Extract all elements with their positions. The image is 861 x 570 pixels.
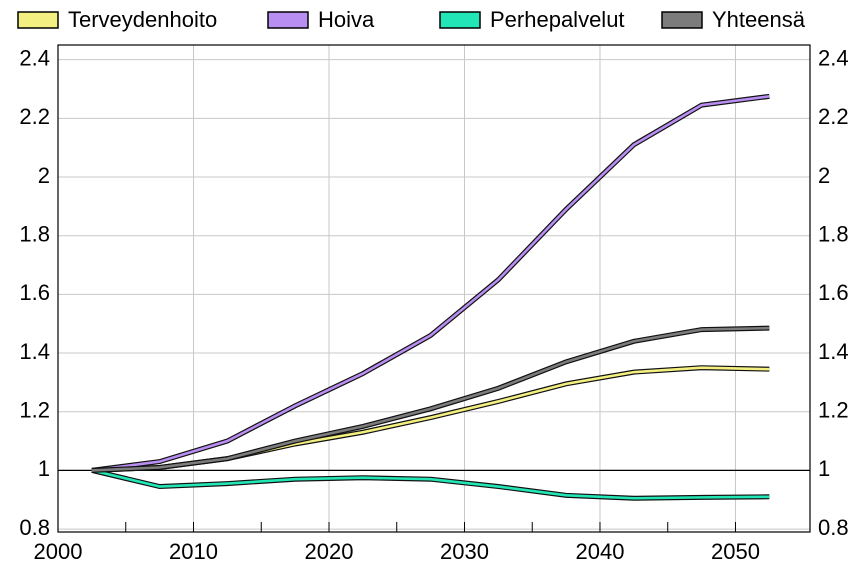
legend-label: Terveydenhoito bbox=[68, 7, 217, 32]
legend-swatch bbox=[267, 11, 309, 29]
y-tick-label: 2.2 bbox=[19, 104, 50, 129]
y2-tick-label: 1.4 bbox=[818, 339, 849, 364]
series-line bbox=[91, 467, 770, 501]
y-tick-label: 1.6 bbox=[19, 280, 50, 305]
y2-tick-label: 1 bbox=[818, 456, 830, 481]
series-line bbox=[91, 93, 770, 473]
legend-swatch bbox=[439, 11, 481, 29]
legend-swatch bbox=[17, 11, 59, 29]
legend-label: Perhepalvelut bbox=[490, 7, 625, 32]
y2-tick-label: 0.8 bbox=[818, 515, 849, 540]
x-tick-label: 2030 bbox=[440, 539, 489, 564]
y2-tick-label: 1.6 bbox=[818, 280, 849, 305]
y-tick-label: 1.2 bbox=[19, 398, 50, 423]
y2-tick-label: 1.2 bbox=[818, 398, 849, 423]
line-inner bbox=[91, 95, 770, 472]
legend-swatch bbox=[661, 11, 703, 29]
x-tick-label: 2010 bbox=[169, 539, 218, 564]
y2-tick-label: 1.8 bbox=[818, 222, 849, 247]
x-tick-label: 2040 bbox=[576, 539, 625, 564]
series-line bbox=[91, 325, 770, 473]
line-inner bbox=[91, 326, 770, 472]
y2-tick-label: 2.4 bbox=[818, 45, 849, 70]
y-tick-label: 0.8 bbox=[19, 515, 50, 540]
y-tick-label: 1.8 bbox=[19, 222, 50, 247]
y-tick-label: 2 bbox=[38, 163, 50, 188]
y-tick-label: 2.4 bbox=[19, 45, 50, 70]
x-tick-label: 2000 bbox=[34, 539, 83, 564]
y2-tick-label: 2.2 bbox=[818, 104, 849, 129]
line-inner bbox=[91, 469, 770, 500]
x-tick-label: 2050 bbox=[711, 539, 760, 564]
legend-label: Yhteensä bbox=[712, 7, 806, 32]
x-tick-label: 2020 bbox=[305, 539, 354, 564]
y-tick-label: 1.4 bbox=[19, 339, 50, 364]
legend-label: Hoiva bbox=[318, 7, 375, 32]
y2-tick-label: 2 bbox=[818, 163, 830, 188]
plot-frame bbox=[57, 44, 811, 533]
y-tick-label: 1 bbox=[38, 456, 50, 481]
